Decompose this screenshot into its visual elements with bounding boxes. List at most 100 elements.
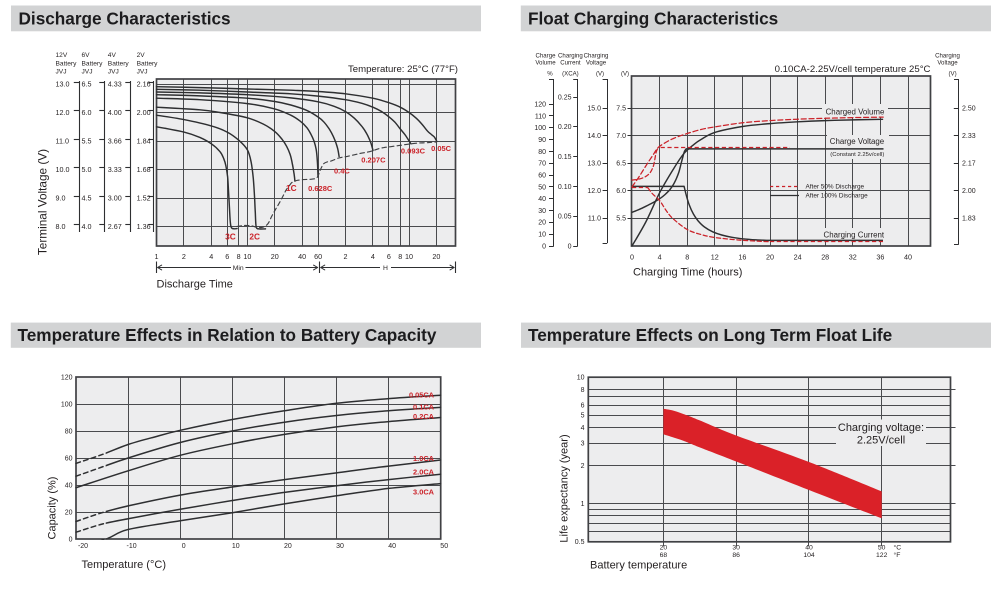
svg-text:104: 104: [803, 552, 815, 559]
svg-text:(V): (V): [596, 71, 604, 78]
svg-text:Voltage: Voltage: [586, 60, 607, 67]
svg-text:6.0: 6.0: [616, 188, 626, 195]
svg-text:0: 0: [182, 543, 186, 550]
svg-text:1.83: 1.83: [962, 215, 976, 222]
svg-text:122: 122: [876, 552, 888, 559]
svg-text:10: 10: [538, 232, 546, 239]
svg-text:Life expectancy (year): Life expectancy (year): [558, 434, 570, 542]
svg-text:1: 1: [155, 252, 159, 261]
svg-text:Temperature: 25°C (77°F): Temperature: 25°C (77°F): [348, 64, 458, 75]
svg-text:20: 20: [271, 252, 279, 261]
svg-text:32: 32: [849, 252, 857, 261]
svg-text:Charge: Charge: [536, 53, 557, 60]
svg-text:2V: 2V: [137, 52, 146, 59]
svg-text:Charging: Charging: [935, 53, 960, 60]
svg-text:3.0CA: 3.0CA: [413, 488, 435, 497]
svg-text:4: 4: [658, 252, 662, 261]
svg-text:120: 120: [61, 374, 73, 381]
svg-text:10: 10: [405, 252, 413, 261]
svg-text:10: 10: [232, 543, 240, 550]
svg-text:Discharge Characteristics: Discharge Characteristics: [19, 8, 231, 28]
svg-text:JVJ: JVJ: [82, 69, 93, 76]
svg-text:4: 4: [371, 252, 375, 261]
svg-text:4.5: 4.5: [82, 194, 92, 203]
svg-text:100: 100: [61, 401, 73, 408]
svg-text:Charged Volume: Charged Volume: [826, 108, 885, 117]
svg-text:30: 30: [538, 208, 546, 215]
svg-text:5.5: 5.5: [616, 215, 626, 222]
svg-text:7.0: 7.0: [616, 133, 626, 140]
svg-text:36: 36: [876, 252, 884, 261]
svg-text:12V: 12V: [56, 52, 68, 59]
svg-text:6: 6: [581, 403, 585, 410]
svg-text:86: 86: [732, 552, 740, 559]
svg-text:9.0: 9.0: [56, 194, 66, 203]
svg-text:Battery: Battery: [56, 60, 78, 67]
svg-text:11.0: 11.0: [56, 137, 69, 146]
svg-text:2: 2: [343, 252, 347, 261]
svg-text:1.52: 1.52: [137, 194, 151, 203]
svg-text:50: 50: [440, 543, 448, 550]
svg-text:60: 60: [314, 252, 322, 261]
svg-text:Current: Current: [560, 60, 581, 67]
svg-text:3: 3: [581, 441, 585, 448]
svg-text:3.66: 3.66: [108, 137, 122, 146]
svg-text:H: H: [383, 265, 388, 272]
svg-text:6.5: 6.5: [82, 80, 92, 89]
svg-text:Capacity (%): Capacity (%): [46, 477, 58, 540]
svg-text:10: 10: [243, 252, 251, 261]
svg-text:2: 2: [182, 252, 186, 261]
svg-text:6V: 6V: [82, 52, 91, 59]
svg-text:12.0: 12.0: [56, 108, 70, 117]
svg-text:12: 12: [711, 252, 719, 261]
svg-text:30: 30: [336, 543, 344, 550]
svg-text:Temperature Effects on Long Te: Temperature Effects on Long Term Float L…: [528, 325, 892, 345]
svg-text:Charging voltage:: Charging voltage:: [838, 422, 924, 434]
svg-text:20: 20: [766, 252, 774, 261]
svg-text:4.00: 4.00: [108, 108, 122, 117]
svg-text:2: 2: [581, 463, 585, 470]
svg-text:3.33: 3.33: [108, 165, 122, 174]
svg-text:After 50% Discharge: After 50% Discharge: [806, 183, 865, 190]
svg-text:0.05CA: 0.05CA: [409, 390, 435, 399]
svg-text:60: 60: [538, 172, 546, 179]
svg-text:20: 20: [432, 252, 440, 261]
svg-text:8: 8: [685, 252, 689, 261]
svg-text:Charging Time (hours): Charging Time (hours): [633, 267, 742, 279]
svg-text:0.4C: 0.4C: [334, 166, 350, 175]
svg-text:-10: -10: [127, 543, 137, 550]
svg-text:JVJ: JVJ: [108, 69, 119, 76]
svg-text:50: 50: [878, 544, 886, 551]
svg-text:°C: °C: [894, 543, 902, 551]
svg-text:40: 40: [538, 196, 546, 203]
svg-text:6: 6: [387, 252, 391, 261]
svg-text:0: 0: [542, 243, 546, 250]
svg-text:Battery: Battery: [137, 60, 159, 67]
svg-text:0.10: 0.10: [558, 184, 572, 191]
svg-text:0.1CA: 0.1CA: [413, 403, 435, 412]
svg-text:%: %: [547, 71, 553, 78]
svg-text:20: 20: [660, 544, 668, 551]
svg-text:Min: Min: [233, 265, 244, 272]
svg-text:0.093C: 0.093C: [401, 146, 426, 155]
svg-text:80: 80: [538, 149, 546, 156]
svg-text:20: 20: [538, 220, 546, 227]
svg-text:(V): (V): [621, 71, 629, 78]
svg-text:100: 100: [534, 125, 546, 132]
svg-text:68: 68: [660, 552, 668, 559]
svg-text:Voltage: Voltage: [937, 60, 958, 67]
svg-text:2.33: 2.33: [962, 133, 976, 140]
svg-text:28: 28: [821, 252, 829, 261]
svg-text:8.0: 8.0: [56, 222, 66, 231]
svg-text:20: 20: [284, 543, 292, 550]
svg-text:1C: 1C: [286, 183, 297, 193]
svg-text:4.0: 4.0: [82, 222, 92, 231]
svg-text:(XCA): (XCA): [562, 71, 579, 78]
svg-text:2.25V/cell: 2.25V/cell: [857, 435, 905, 447]
svg-text:120: 120: [534, 101, 546, 108]
svg-text:Temperature Effects in Relatio: Temperature Effects in Relation to Batte…: [18, 325, 437, 345]
svg-text:4.33: 4.33: [108, 80, 122, 89]
svg-text:4: 4: [209, 252, 213, 261]
svg-text:Charging: Charging: [584, 53, 609, 60]
svg-text:Battery temperature: Battery temperature: [590, 560, 687, 572]
